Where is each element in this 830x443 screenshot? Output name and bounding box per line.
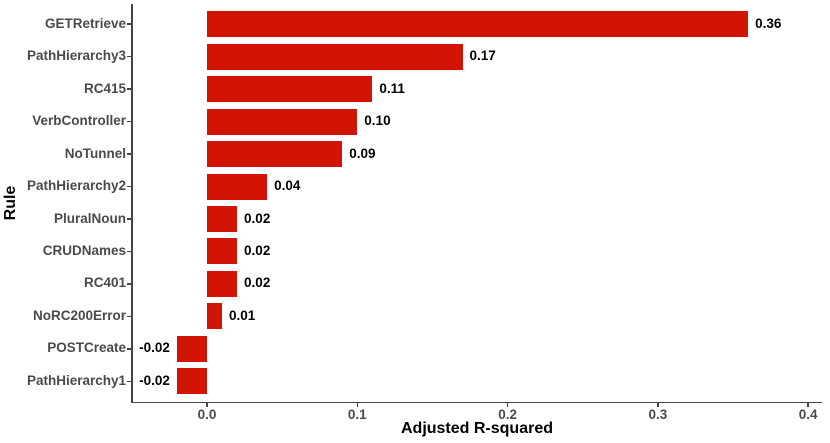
y-axis-tick: [127, 153, 132, 155]
value-label: 0.02: [244, 275, 271, 291]
value-label: 0.04: [274, 178, 301, 194]
bar: [207, 76, 373, 103]
bar: [207, 11, 749, 38]
y-axis-label: PathHierarchy3: [26, 48, 126, 64]
y-axis-tick: [127, 23, 132, 25]
y-axis-tick: [127, 380, 132, 383]
value-label: 0.02: [244, 242, 271, 258]
x-axis-tick: [356, 402, 359, 407]
y-axis-label: NoTunnel: [64, 145, 126, 161]
y-axis-label: PathHierarchy1: [26, 372, 126, 388]
y-axis-line: [131, 4, 133, 402]
value-label: 0.09: [349, 145, 376, 161]
value-label: 0.02: [244, 210, 271, 226]
y-axis-tick: [127, 250, 132, 253]
bar: [176, 335, 207, 362]
y-axis-label: PathHierarchy2: [26, 178, 126, 194]
x-axis-title: Adjusted R-squared: [400, 420, 553, 437]
y-axis-label: PluralNoun: [53, 210, 126, 226]
y-axis-tick: [127, 55, 132, 58]
bar: [207, 108, 358, 135]
x-axis-line: [131, 401, 822, 404]
y-axis-tick: [127, 88, 132, 90]
y-axis-tick: [127, 315, 132, 318]
value-label: 0.10: [364, 113, 391, 129]
bar: [207, 141, 343, 168]
y-axis-label: RC415: [83, 80, 126, 96]
y-axis-tick: [127, 348, 132, 350]
x-axis-tick: [807, 402, 809, 407]
y-axis-label: GETRetrieve: [44, 15, 126, 31]
y-axis-label: RC401: [83, 275, 126, 291]
y-axis-label: CRUDNames: [42, 242, 126, 258]
x-axis-tick-label: 0.0: [197, 407, 217, 422]
y-axis-tick: [127, 185, 132, 188]
x-axis-tick: [657, 402, 659, 407]
y-axis-label: POSTCreate: [47, 340, 126, 356]
x-axis-tick-label: 0.3: [648, 407, 668, 422]
bar: [207, 173, 268, 200]
bar: [207, 303, 223, 330]
x-axis-tick: [506, 402, 509, 407]
bar: [207, 43, 463, 70]
bar: [207, 270, 238, 297]
x-axis-tick-label: 0.2: [498, 407, 517, 422]
x-axis-tick: [206, 402, 208, 407]
value-label: 0.11: [379, 80, 405, 96]
bar: [176, 368, 207, 395]
y-axis-label: VerbController: [32, 113, 126, 129]
x-axis-tick-label: 0.1: [347, 407, 367, 422]
value-label: 0.01: [229, 307, 256, 323]
y-axis-tick: [127, 283, 132, 285]
value-label: -0.02: [139, 372, 170, 388]
value-label: 0.17: [469, 48, 496, 64]
value-label: 0.36: [755, 15, 782, 31]
y-axis-tick: [127, 120, 132, 123]
bar: [207, 206, 238, 233]
value-label: -0.02: [139, 340, 170, 356]
bar: [207, 238, 238, 265]
x-axis-tick-label: 0.4: [798, 407, 818, 422]
y-axis-tick: [127, 218, 132, 220]
y-axis-label: NoRC200Error: [32, 307, 126, 323]
